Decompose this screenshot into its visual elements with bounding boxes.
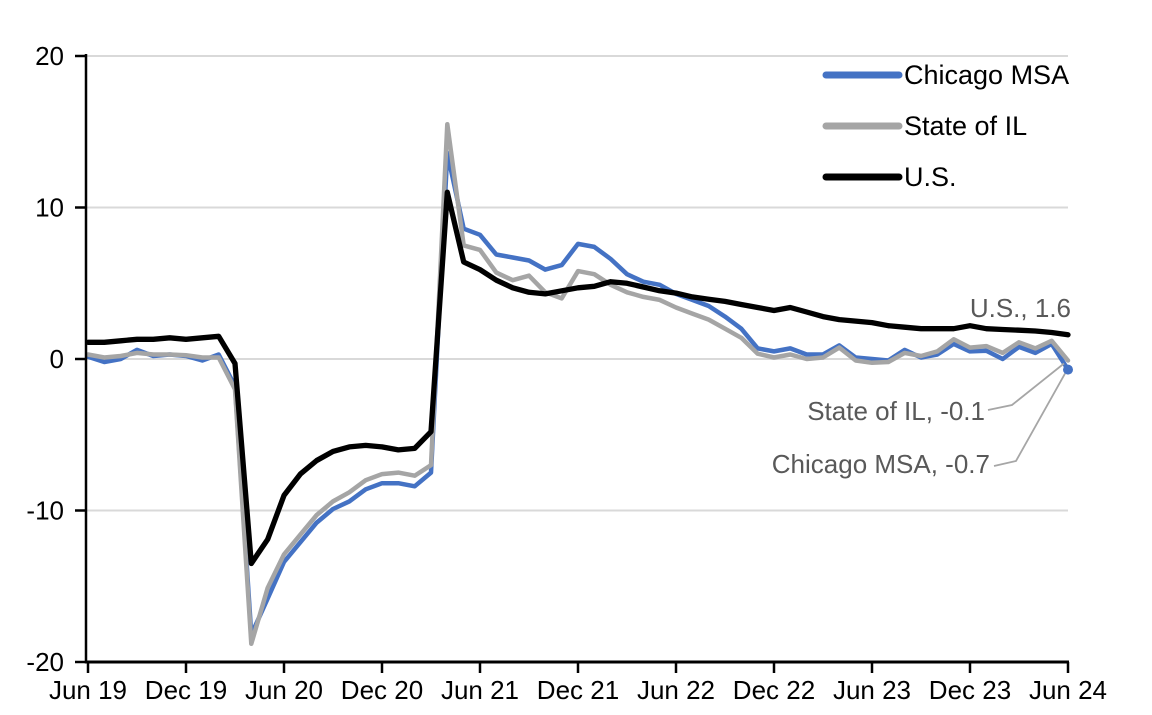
annotation-chicago-msa-end-value: Chicago MSA, -0.7 [772,449,990,479]
legend-item-state-of-il[interactable]: State of IL [822,111,1027,141]
x-tick-label: Jun 23 [833,675,911,705]
series-line-us[interactable] [85,189,1071,567]
y-tick-label: -10 [26,496,64,526]
legend: Chicago MSA State of IL U.S. [822,60,1069,192]
gridlines [86,55,1068,512]
x-tick-label: Jun 20 [245,675,323,705]
legend-label-us: U.S. [904,162,957,192]
x-tick-label: Jun 21 [441,675,519,705]
x-tick-label: Dec 20 [341,675,423,705]
x-tick-label: Jun 22 [637,675,715,705]
y-tick-label: 0 [50,344,64,374]
y-axis-labels: 20 10 0 -10 -20 [26,41,64,677]
annotation-us-end-value: U.S., 1.6 [970,293,1071,323]
annotations: U.S., 1.6 State of IL, -0.1 Chicago MSA,… [772,293,1071,479]
legend-label-chicago-msa: Chicago MSA [904,60,1069,90]
axes [75,54,1070,673]
x-tick-label: Jun 24 [1029,675,1107,705]
y-tick-label: 20 [35,41,64,71]
x-tick-label: Dec 19 [145,675,227,705]
x-tick-label: Jun 19 [49,675,127,705]
annotation-state-of-il-end-value: State of IL, -0.1 [807,396,985,426]
annotation-leader-chicago-msa [993,373,1066,467]
series-lines [85,121,1073,647]
legend-item-chicago-msa[interactable]: Chicago MSA [822,60,1069,90]
x-tick-label: Dec 21 [537,675,619,705]
x-tick-label: Dec 22 [733,675,815,705]
series-line-state-of-il[interactable] [85,121,1071,647]
chicago-msa-endpoint-marker[interactable] [1063,364,1073,375]
y-tick-label: -20 [26,647,64,677]
legend-item-us[interactable]: U.S. [822,162,957,192]
x-tick-label: Dec 23 [929,675,1011,705]
annotation-leader-state-of-il [987,362,1065,411]
legend-label-state-of-il: State of IL [904,111,1027,141]
x-axis-labels: Jun 19 Dec 19 Jun 20 Dec 20 Jun 21 Dec 21 Jun … [49,675,1107,705]
y-tick-label: 10 [35,193,64,223]
